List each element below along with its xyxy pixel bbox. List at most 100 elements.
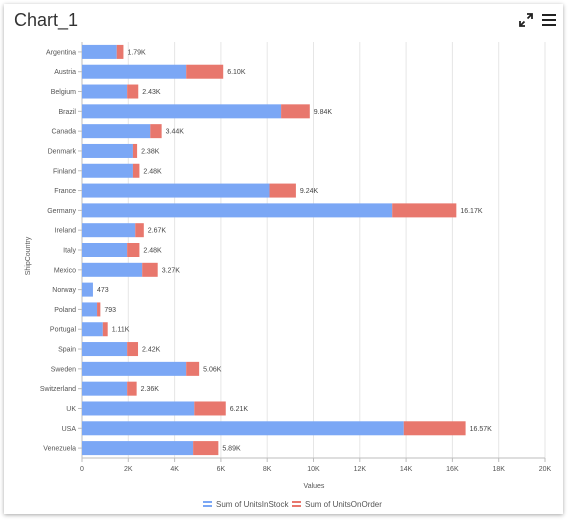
bar-units-on-order (102, 322, 108, 337)
data-label: 9.24K (300, 188, 319, 195)
data-label: 9.84K (314, 109, 333, 116)
bar-units-in-stock (82, 282, 93, 297)
bar-units-in-stock (82, 421, 404, 436)
y-tick-label: Spain (58, 347, 76, 354)
y-tick-label: Finland (53, 168, 76, 175)
data-label: 16.57K (470, 426, 493, 433)
bar-units-on-order (135, 223, 144, 238)
legend: Sum of UnitsInStock Sum of UnitsOnOrder (203, 500, 382, 509)
bar-units-on-order (127, 342, 139, 357)
chart-title: Chart_1 (14, 10, 79, 30)
y-axis-title: ShipCountry (25, 236, 32, 275)
legend-item-units-in-stock[interactable]: Sum of UnitsInStock (203, 500, 289, 509)
y-tick-label: Poland (54, 307, 76, 314)
data-label: 793 (104, 307, 116, 314)
y-tick-label: Canada (51, 129, 76, 136)
bar-units-on-order (132, 143, 138, 158)
y-tick-label: Argentina (46, 49, 76, 56)
y-tick-label: Norway (52, 287, 76, 294)
bar-units-in-stock (82, 203, 393, 218)
legend-swatch-units-in-stock (203, 501, 212, 503)
expand-icon[interactable] (516, 10, 536, 30)
data-label: 2.48K (143, 248, 162, 255)
data-label: 2.43K (142, 89, 161, 96)
bar-units-on-order (194, 401, 226, 416)
bar-units-in-stock (82, 401, 195, 416)
y-tick-label: USA (62, 426, 77, 433)
data-label: 3.27K (162, 267, 181, 274)
y-tick-label: Venezuela (43, 446, 76, 453)
data-label: 2.42K (142, 347, 161, 354)
data-label: 5.06K (203, 366, 222, 373)
bar-units-on-order (186, 361, 200, 376)
bar-units-in-stock (82, 84, 128, 99)
bar-units-in-stock (82, 262, 143, 277)
y-tick-label: Switzerland (40, 386, 76, 393)
x-tick-label: 8K (263, 466, 272, 473)
x-tick-label: 4K (170, 466, 179, 473)
bar-units-on-order (132, 163, 140, 178)
bar-units-on-order (150, 124, 162, 139)
x-tick-label: 18K (492, 466, 505, 473)
data-label: 6.10K (227, 69, 246, 76)
y-tick-label: Belgium (51, 89, 76, 96)
bar-units-in-stock (82, 104, 282, 119)
bar-units-in-stock (82, 302, 98, 317)
data-label: 6.21K (230, 406, 249, 413)
data-label: 5.89K (222, 446, 241, 453)
bar-units-in-stock (82, 124, 151, 139)
y-tick-label: Denmark (48, 148, 77, 155)
bar-units-on-order (127, 381, 137, 396)
chart-widget: Chart_1 0 2K 4K 6K 8K 10K 12K 14K 16K 18K 20K Argen… (4, 4, 563, 514)
bar-units-in-stock (82, 342, 128, 357)
legend-item-units-on-order[interactable]: Sum of UnitsOnOrder (292, 500, 382, 509)
legend-swatch-units-on-order (292, 505, 301, 507)
stacked-bar-chart: 0 2K 4K 6K 8K 10K 12K 14K 16K 18K 20K Argentina 1.79… (25, 42, 552, 509)
y-tick-label: UK (66, 406, 76, 413)
bar-units-in-stock (82, 381, 128, 396)
bar-units-on-order (116, 44, 124, 59)
legend-swatch-units-in-stock (203, 505, 212, 507)
bar-units-on-order (392, 203, 457, 218)
y-tick-label: Italy (63, 248, 76, 255)
y-tick-label: Mexico (54, 267, 76, 274)
y-tick-label: Portugal (50, 327, 77, 334)
bar-units-on-order (97, 302, 101, 317)
bar-units-in-stock (82, 243, 128, 257)
bar-units-on-order (403, 421, 466, 436)
bar-units-in-stock (82, 143, 133, 158)
hamburger-menu-icon[interactable] (539, 10, 559, 30)
bar-units-on-order (186, 64, 224, 79)
bar-units-on-order (142, 262, 158, 277)
bar-units-on-order (269, 183, 296, 198)
y-tick-label: Ireland (55, 228, 77, 235)
legend-swatch-units-on-order (292, 501, 301, 503)
x-tick-label: 6K (217, 466, 226, 473)
x-tick-label: 12K (354, 466, 367, 473)
legend-label-units-on-order: Sum of UnitsOnOrder (305, 500, 382, 509)
y-tick-label: Sweden (51, 366, 76, 373)
data-label: 1.11K (112, 327, 130, 334)
bar-units-in-stock (82, 183, 270, 198)
x-tick-label: 20K (539, 466, 552, 473)
bar-units-in-stock (82, 64, 187, 79)
bar-units-in-stock (82, 441, 194, 456)
bar-units-in-stock (82, 163, 133, 178)
data-label: 1.79K (127, 49, 146, 56)
bar-units-in-stock (82, 361, 187, 376)
bar-units-in-stock (82, 322, 103, 337)
y-tick-label: Brazil (58, 109, 76, 116)
data-label: 473 (97, 287, 109, 294)
bar-units-on-order (127, 243, 140, 257)
x-tick-label: 10K (307, 466, 320, 473)
bar-units-on-order (127, 84, 139, 99)
data-label: 2.48K (143, 168, 162, 175)
data-label: 2.36K (141, 386, 160, 393)
data-label: 2.67K (148, 228, 167, 235)
x-tick-label: 16K (446, 466, 459, 473)
bar-units-in-stock (82, 223, 136, 238)
data-label: 2.38K (141, 148, 160, 155)
x-tick-label: 0 (80, 466, 84, 473)
bar-units-in-stock (82, 44, 117, 59)
x-tick-label: 2K (124, 466, 133, 473)
